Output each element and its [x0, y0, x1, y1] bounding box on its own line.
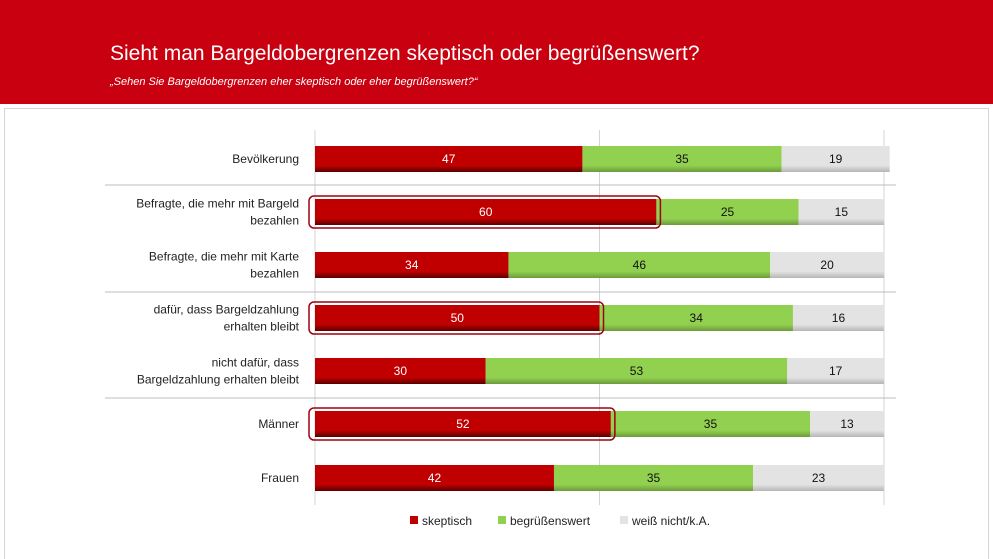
bar-value-label: 53 — [630, 364, 644, 378]
bar-value-label: 52 — [456, 417, 470, 431]
category-label: Bevölkerung — [232, 152, 299, 166]
legend-entry: skeptisch — [422, 514, 472, 528]
category-labels: Bevölkerung Befragte, die mehr mit Bargel… — [136, 152, 299, 485]
bars: 47 35 19 60 25 15 34 46 20 50 34 16 30 53 17 52 35 13 42 35… — [308, 146, 890, 491]
bar-value-label: 60 — [479, 205, 493, 219]
category-label: Frauen — [261, 471, 299, 485]
bar-segment — [781, 146, 890, 172]
legend-entry: begrüßenswert — [510, 514, 591, 528]
bar-value-label: 42 — [428, 471, 442, 485]
bar-segment — [315, 252, 509, 278]
bar-segment — [315, 146, 583, 172]
bar-value-label: 15 — [835, 205, 849, 219]
bar-segment — [798, 199, 884, 225]
bar-value-label: 25 — [721, 205, 735, 219]
bar-value-label: 34 — [405, 258, 419, 272]
bar-segment — [485, 358, 788, 384]
category-label: bezahlen — [250, 267, 299, 281]
group-separators — [105, 184, 896, 399]
bar-segment — [599, 305, 793, 331]
bar-value-label: 13 — [840, 417, 854, 431]
header-banner: Sieht man Bargeldobergrenzen skeptisch o… — [0, 0, 993, 104]
category-label: erhalten bleibt — [224, 320, 300, 334]
highlight-box — [308, 195, 662, 229]
legend-swatch — [620, 516, 628, 524]
bar-value-label: 30 — [394, 364, 408, 378]
highlight-box — [308, 301, 605, 335]
category-label: Befragte, die mehr mit Bargeld — [136, 197, 299, 211]
bar-value-label: 34 — [690, 311, 704, 325]
bar-value-label: 35 — [675, 152, 689, 166]
bar-segment — [315, 465, 554, 491]
bar-segment — [508, 252, 771, 278]
bar-segment — [792, 305, 884, 331]
bar-segment — [582, 146, 782, 172]
highlight-box — [308, 407, 616, 441]
bar-value-label: 35 — [704, 417, 718, 431]
bar-value-label: 47 — [442, 152, 456, 166]
bar-segment — [315, 358, 486, 384]
bar-value-label: 16 — [832, 311, 846, 325]
bar-segment — [610, 411, 811, 437]
legend-swatch — [498, 516, 506, 524]
bar-value-label: 23 — [812, 471, 826, 485]
bar-value-label: 19 — [829, 152, 843, 166]
bar-segment — [553, 465, 754, 491]
bar-value-label: 46 — [633, 258, 647, 272]
category-label: Bargeldzahlung erhalten bleibt — [137, 373, 300, 387]
bar-value-label: 50 — [451, 311, 465, 325]
bar-segment — [787, 358, 884, 384]
legend: skeptisch begrüßenswert weiß nicht/k.A. — [410, 514, 710, 528]
bar-segment — [810, 411, 884, 437]
bar-segment — [315, 411, 611, 437]
page-subtitle: „Sehen Sie Bargeldobergrenzen eher skept… — [110, 76, 478, 88]
category-label: bezahlen — [250, 214, 299, 228]
category-label: Männer — [258, 417, 299, 431]
bar-segment — [656, 199, 799, 225]
category-label: nicht dafür, dass — [212, 356, 299, 370]
bar-segment — [753, 465, 884, 491]
bar-segment — [315, 199, 657, 225]
bar-segment — [770, 252, 884, 278]
legend-swatch — [410, 516, 418, 524]
bar-value-label: 20 — [820, 258, 834, 272]
category-label: Befragte, die mehr mit Karte — [149, 250, 299, 264]
category-label: dafür, dass Bargeldzahlung — [154, 303, 299, 317]
legend-entry: weiß nicht/k.A. — [631, 514, 710, 528]
bar-value-label: 17 — [829, 364, 843, 378]
bar-segment — [315, 305, 600, 331]
chart-panel — [4, 108, 989, 559]
page-title: Sieht man Bargeldobergrenzen skeptisch o… — [110, 42, 700, 65]
bar-value-label: 35 — [647, 471, 661, 485]
